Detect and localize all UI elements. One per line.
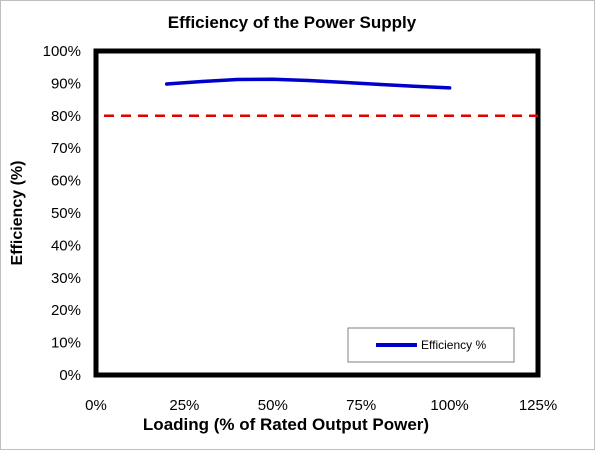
chart-title: Efficiency of the Power Supply <box>168 13 417 32</box>
y-tick-label: 20% <box>51 302 81 319</box>
legend: Efficiency % <box>347 327 515 363</box>
y-tick-label: 90% <box>51 75 81 92</box>
y-axis-label: Efficiency (%) <box>9 161 26 266</box>
y-tick-label: 40% <box>51 237 81 254</box>
y-tick-label: 80% <box>51 108 81 125</box>
x-tick-label: 125% <box>519 397 557 414</box>
x-axis-ticks: 0% 25% 50% 75% 100% 125% <box>85 397 557 414</box>
x-tick-label: 50% <box>258 397 288 414</box>
data-point <box>200 79 204 84</box>
data-point <box>412 84 416 88</box>
data-point <box>165 82 169 86</box>
y-tick-label: 0% <box>59 367 81 384</box>
data-point <box>341 80 346 85</box>
x-tick-label: 25% <box>169 397 199 414</box>
data-point <box>377 82 381 86</box>
y-tick-label: 30% <box>51 270 81 287</box>
y-axis-ticks: 0% 10% 20% 30% 40% 50% 60% 70% 80% 90% 100% <box>43 43 81 384</box>
y-tick-label: 10% <box>51 335 81 352</box>
y-tick-label: 100% <box>43 43 81 60</box>
series-layer <box>164 77 452 90</box>
y-tick-label: 50% <box>51 205 81 222</box>
y-tick-label: 60% <box>51 173 81 190</box>
data-point <box>271 77 275 81</box>
x-tick-label: 0% <box>85 397 107 414</box>
data-point <box>448 86 452 90</box>
legend-box <box>347 327 515 363</box>
legend-label-efficiency: Efficiency % <box>421 338 486 352</box>
x-tick-label: 75% <box>346 397 376 414</box>
x-tick-label: 100% <box>430 397 468 414</box>
data-point <box>235 77 240 82</box>
x-axis-label: Loading (% of Rated Output Power) <box>143 415 429 434</box>
plot-area <box>93 48 541 378</box>
data-point <box>306 78 310 83</box>
y-tick-label: 70% <box>51 140 81 157</box>
